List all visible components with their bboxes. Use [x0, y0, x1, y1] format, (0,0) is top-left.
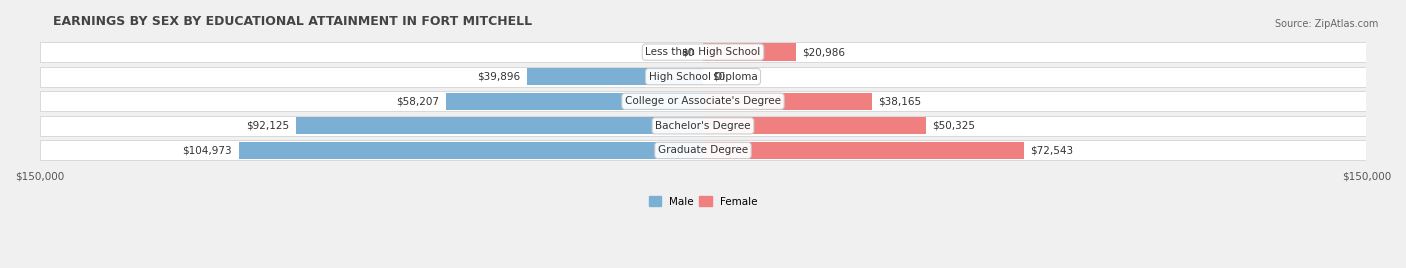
Text: $104,973: $104,973: [183, 146, 232, 155]
Bar: [39, 91, 1367, 111]
Text: $0: $0: [681, 47, 695, 57]
Legend: Male, Female: Male, Female: [644, 192, 762, 211]
Bar: [703, 43, 796, 61]
Text: $50,325: $50,325: [932, 121, 976, 131]
Bar: [239, 142, 703, 159]
Text: Bachelor's Degree: Bachelor's Degree: [655, 121, 751, 131]
Text: Less than High School: Less than High School: [645, 47, 761, 57]
Text: College or Associate's Degree: College or Associate's Degree: [626, 96, 780, 106]
Text: $72,543: $72,543: [1031, 146, 1074, 155]
Bar: [703, 142, 1024, 159]
Bar: [295, 117, 703, 135]
Bar: [39, 116, 1367, 136]
Text: Source: ZipAtlas.com: Source: ZipAtlas.com: [1274, 19, 1378, 29]
Bar: [39, 42, 1367, 62]
Text: $58,207: $58,207: [396, 96, 439, 106]
Text: $38,165: $38,165: [879, 96, 921, 106]
Text: $39,896: $39,896: [477, 72, 520, 82]
Bar: [39, 140, 1367, 161]
Bar: [39, 66, 1367, 87]
Bar: [527, 68, 703, 85]
Bar: [703, 117, 925, 135]
Text: EARNINGS BY SEX BY EDUCATIONAL ATTAINMENT IN FORT MITCHELL: EARNINGS BY SEX BY EDUCATIONAL ATTAINMEN…: [53, 15, 531, 28]
Text: $92,125: $92,125: [246, 121, 290, 131]
Bar: [446, 93, 703, 110]
Bar: [703, 93, 872, 110]
Text: $20,986: $20,986: [803, 47, 845, 57]
Text: Graduate Degree: Graduate Degree: [658, 146, 748, 155]
Text: $0: $0: [711, 72, 725, 82]
Text: High School Diploma: High School Diploma: [648, 72, 758, 82]
